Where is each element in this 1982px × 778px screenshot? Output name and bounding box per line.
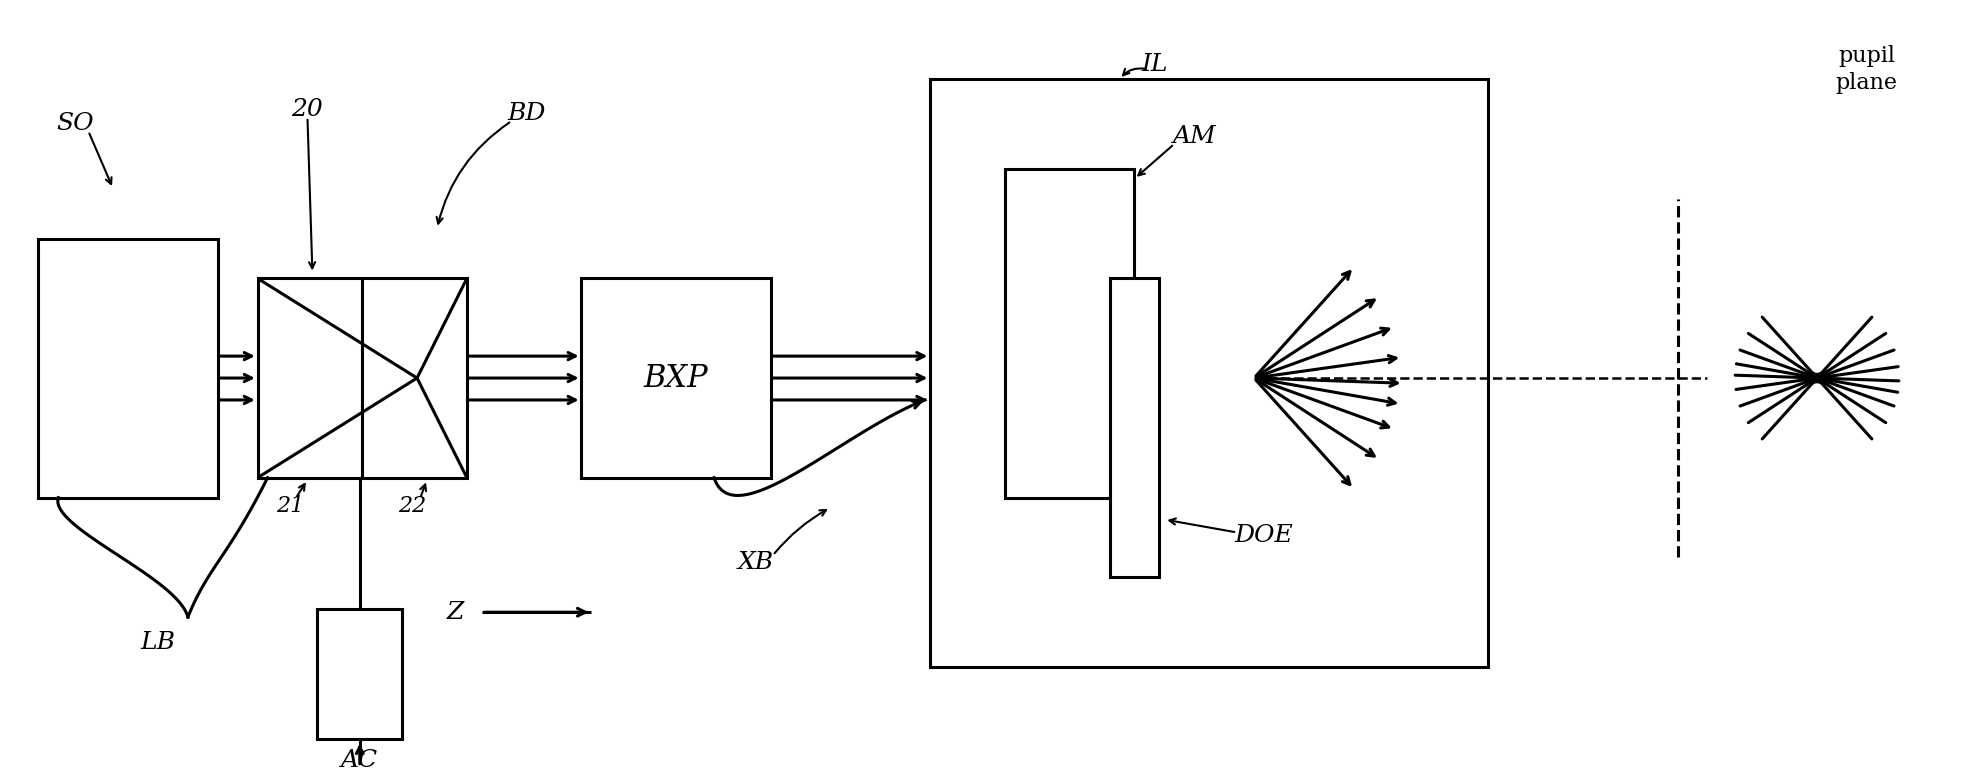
- Bar: [317, 609, 402, 739]
- Bar: [38, 239, 218, 498]
- Text: LB: LB: [141, 631, 174, 654]
- Text: 20: 20: [291, 97, 323, 121]
- Bar: [930, 79, 1486, 667]
- Bar: [1110, 279, 1159, 577]
- Text: SO: SO: [55, 113, 93, 135]
- Text: XB: XB: [737, 551, 773, 574]
- Bar: [258, 279, 363, 478]
- Text: pupil
plane: pupil plane: [1835, 44, 1897, 93]
- Text: AC: AC: [341, 749, 379, 773]
- Text: 21: 21: [275, 495, 305, 517]
- Text: 22: 22: [398, 495, 426, 517]
- Bar: [581, 279, 771, 478]
- Bar: [1005, 169, 1134, 498]
- Text: BD: BD: [507, 103, 545, 125]
- Text: DOE: DOE: [1235, 524, 1292, 547]
- Text: AM: AM: [1171, 125, 1215, 149]
- Text: BXP: BXP: [644, 363, 708, 394]
- Text: IL: IL: [1140, 53, 1167, 75]
- Bar: [363, 279, 466, 478]
- Text: Z: Z: [446, 601, 464, 624]
